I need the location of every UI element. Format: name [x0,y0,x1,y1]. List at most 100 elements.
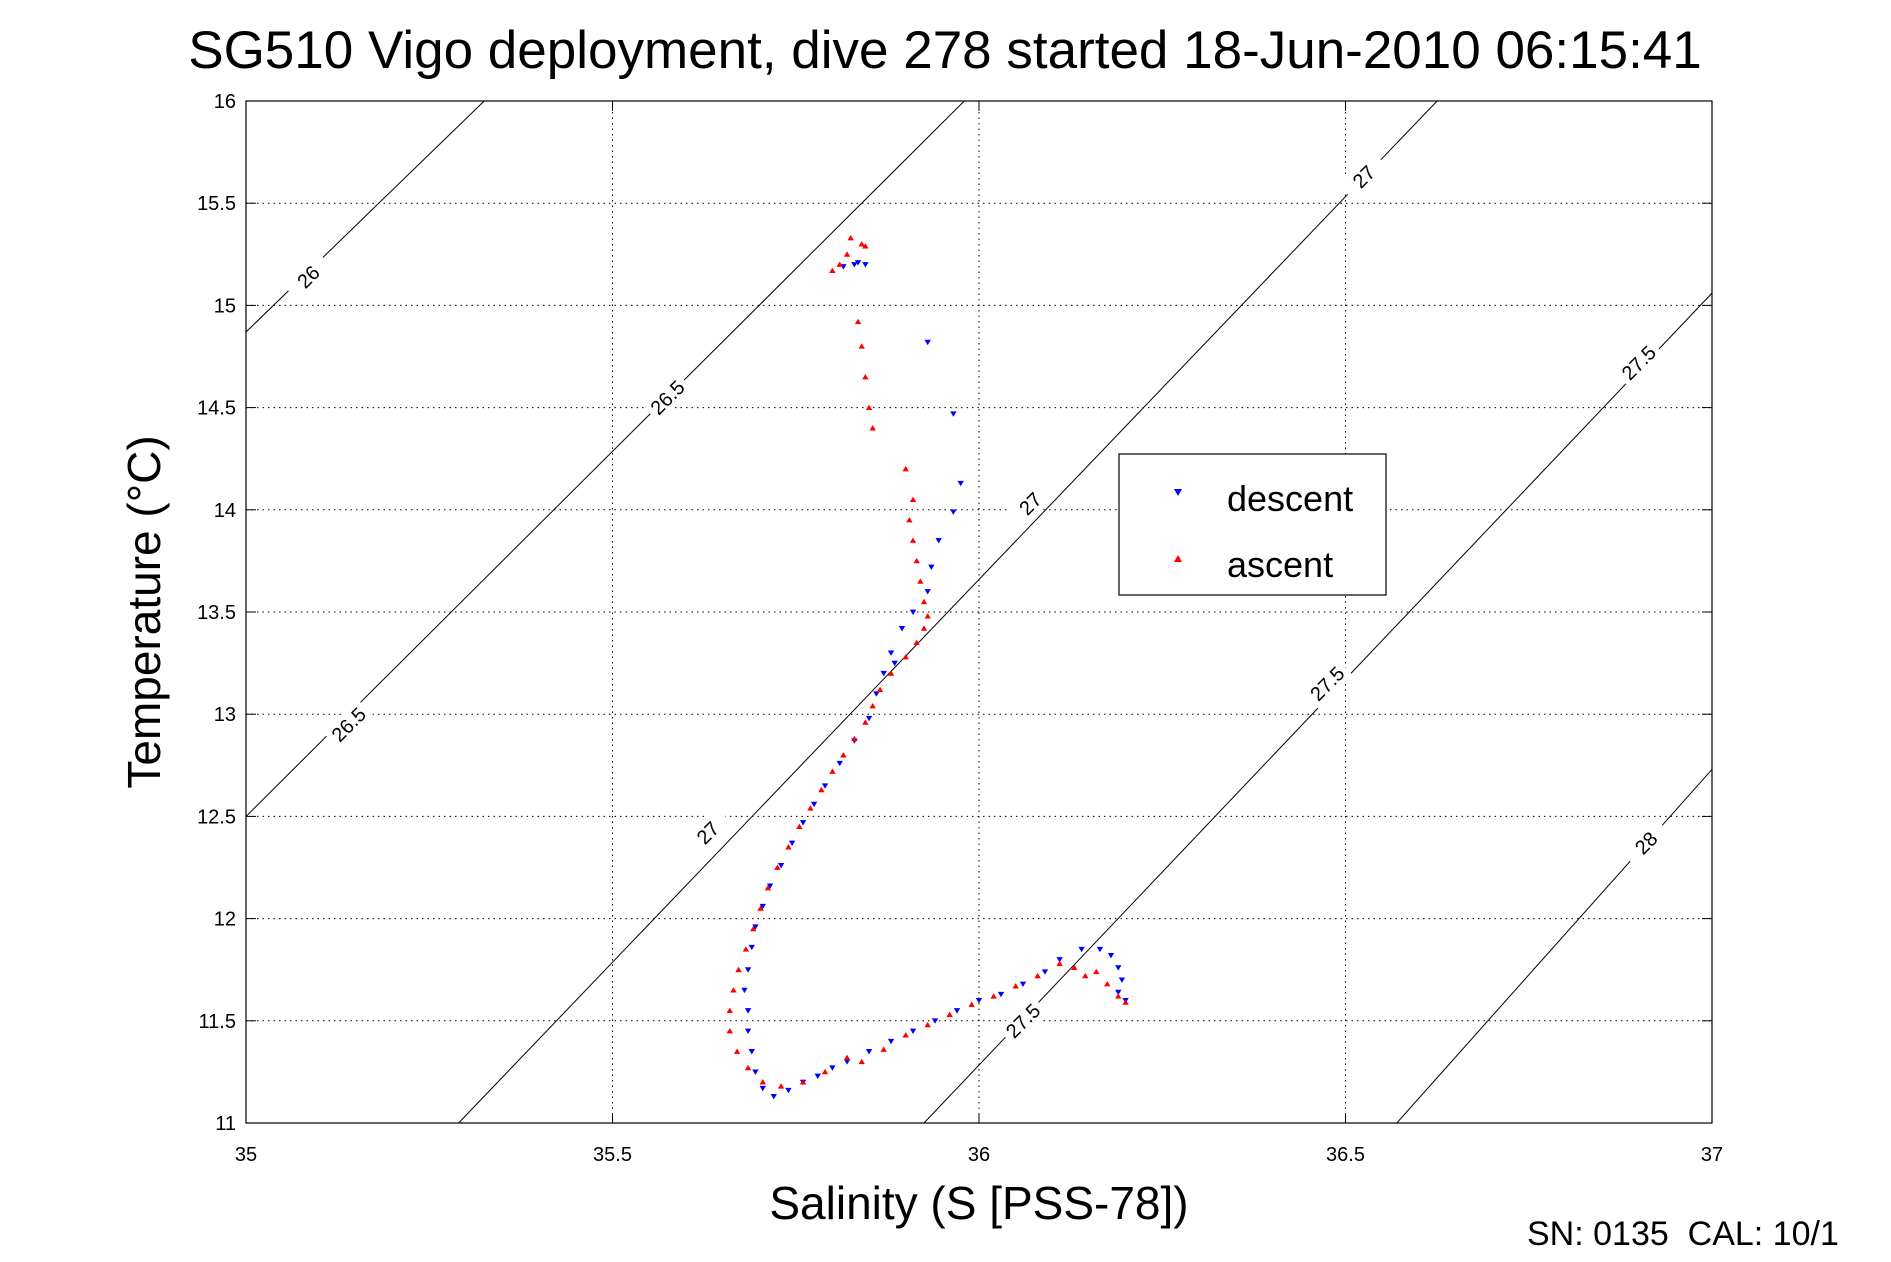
descent-point [1056,957,1063,963]
descent-point [766,883,774,889]
descent-point [759,903,766,910]
ascent-point [1056,960,1063,966]
ascent-point [924,613,931,619]
descent-point [821,783,829,789]
ascent-point [1082,972,1089,979]
descent-point [1115,989,1122,996]
ascent-point [1122,999,1129,1005]
contour-label-bg [1620,817,1672,869]
ascent-point [906,517,913,523]
descent-point [891,660,898,667]
ascent-point [990,993,997,999]
descent-point [851,262,858,268]
ascent-point [946,1011,953,1018]
contour-label-bg [282,251,334,303]
ascent-point [869,425,876,431]
descent-point [810,801,818,808]
contour-label-bg [323,698,375,750]
descent-point [1041,969,1049,975]
legend-marker-ascent [1174,555,1182,562]
ascent-point [1012,983,1019,989]
descent-point [752,1069,759,1075]
descent-point [928,564,935,571]
descent-point [836,760,843,767]
ascent-point [733,1048,741,1054]
y-tick-label: 15.5 [197,193,236,215]
descent-point [1118,977,1126,983]
ascent-point [862,373,869,380]
descent-point [759,1085,766,1092]
isopycnal-26 [246,101,485,333]
legend: descent ascent [1118,453,1387,596]
y-tick-label: 12 [214,909,236,931]
ascent-point [726,1028,733,1034]
descent-point [898,625,906,632]
contour-label-bg [997,995,1049,1047]
ascent-point [869,703,876,709]
ascent-point [1093,968,1100,975]
descent-point [1115,965,1122,971]
descent-point [1096,946,1104,953]
ascent-point [818,786,825,793]
y-axis-label: Temperature (°C) [118,435,170,788]
ascent-point [742,946,750,952]
x-tick-label: 35.5 [593,1144,632,1166]
y-tick-label: 15 [214,295,236,317]
ascent-point [1104,981,1111,987]
x-tick-label: 35 [235,1144,257,1166]
contour-label-bg [1613,337,1665,389]
y-tick-label: 11.5 [199,1011,236,1033]
ascent-point [840,752,847,758]
descent-point [748,1049,755,1055]
y-tick-label: 14 [214,500,236,522]
ascent-point [807,805,814,811]
ascent-point [902,1032,909,1038]
ascent-point [757,905,764,911]
ascent-point [777,1083,785,1089]
descent-point [843,1059,851,1065]
ascent-point [858,343,865,349]
y-tick-label: 13.5 [197,602,236,624]
descent-point [1107,952,1115,959]
y-tick-label: 12.5 [197,806,236,828]
ascent-point [854,318,862,325]
legend-label-ascent: ascent [1227,544,1333,585]
descent-point [744,1008,752,1014]
chart-title: SG510 Vigo deployment, dive 278 started … [188,21,1702,80]
y-axis-ticks: 11 11.5 12 12.5 13 13.5 14 14.5 15 15.5 16 [197,91,1712,1135]
ascent-point [774,864,781,870]
ascent-point [865,404,873,410]
ascent-point [917,578,924,584]
ascent-point [843,251,851,257]
serial-calibration-footer: SN: 0135 CAL: 10/1 [1527,1215,1839,1253]
ascent-point [750,925,757,932]
ascent-point [887,670,895,676]
descent-point [887,650,895,656]
ascent-point [829,768,836,774]
descent-point [909,1028,917,1035]
descent-point [975,997,983,1004]
ascent-point [862,243,869,249]
x-axis-ticks: 35 35.5 36 36.5 37 [235,101,1723,1166]
descent-point [777,863,785,869]
ascent-point [880,1046,887,1052]
ascent-point [1034,972,1041,979]
isopycnal-28 [1396,769,1712,1123]
descent-point [752,924,759,930]
ascent-point [796,823,803,830]
descent-point [950,509,957,515]
ascent-point [902,465,909,472]
ascent-point [799,1079,807,1085]
descent-point [744,1028,752,1035]
descent-point [931,1018,939,1024]
descent-point [887,1038,895,1045]
x-axis-label: Salinity (S [PSS-78]) [769,1177,1188,1229]
descent-point [799,820,807,826]
grid [246,101,1712,1123]
descent-point [880,670,887,677]
ascent-point [902,653,909,660]
ascent-point [735,966,742,973]
y-tick-label: 13 [214,704,236,726]
descent-point [997,991,1005,998]
